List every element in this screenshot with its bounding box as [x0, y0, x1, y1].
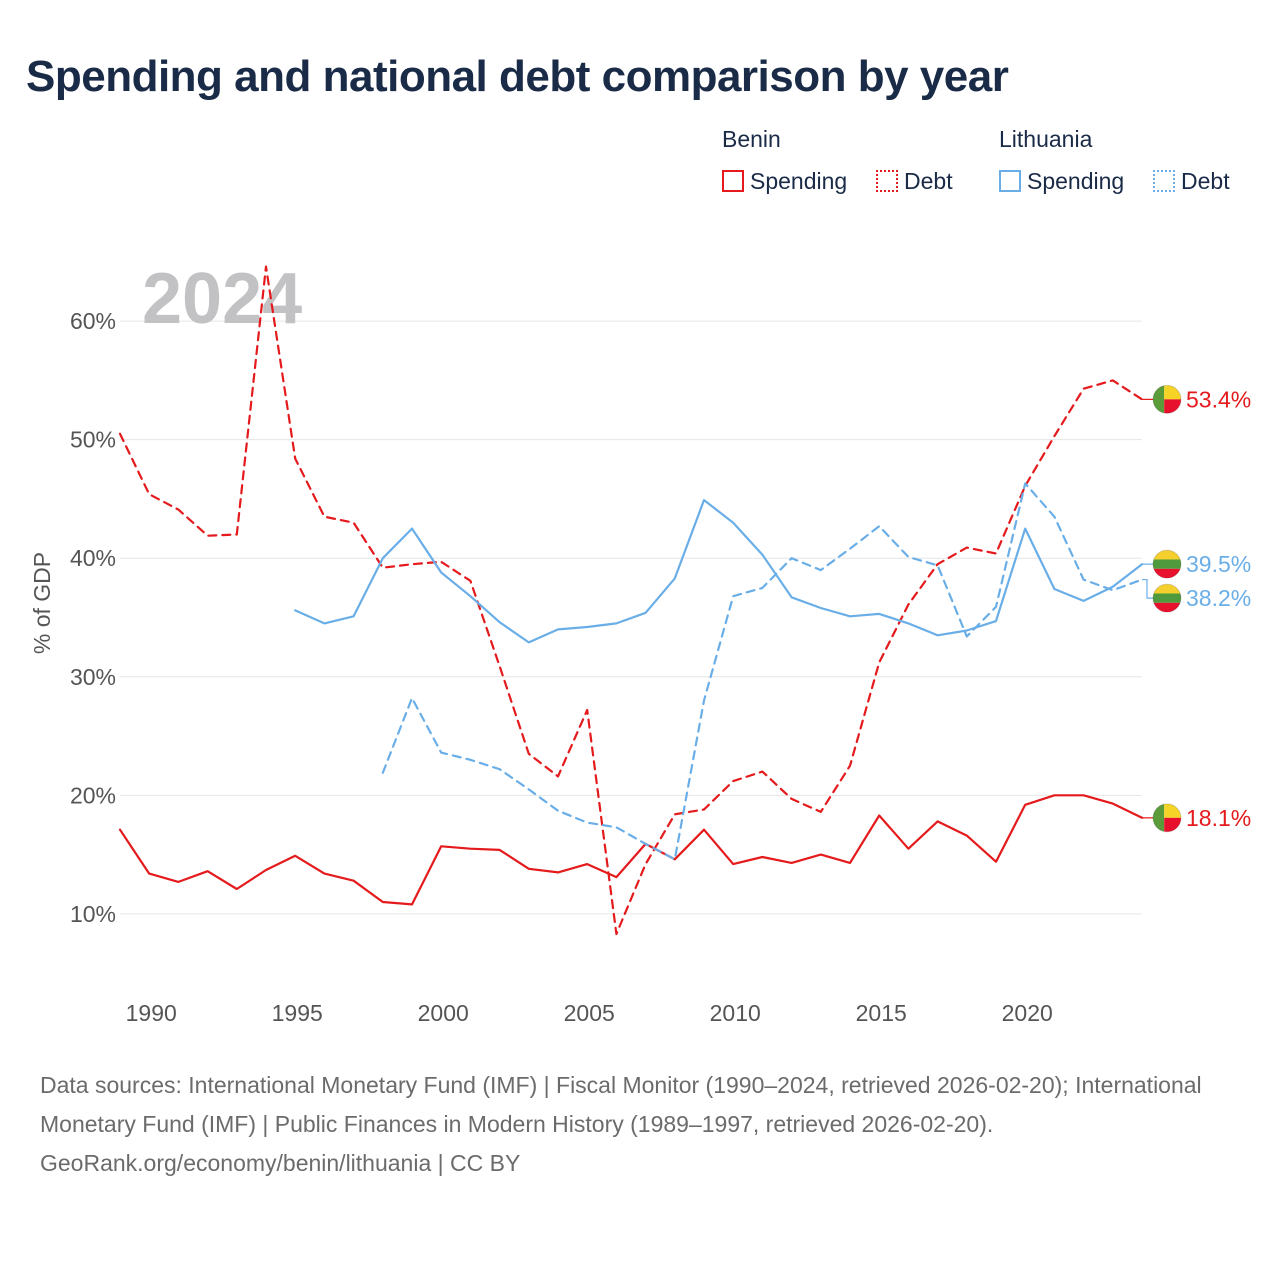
series-line-benin-spending[interactable] — [118, 794, 1144, 906]
legend-item-lithuania-spending[interactable]: Spending — [999, 166, 1124, 196]
series-line-lithuania-debt[interactable] — [381, 482, 1144, 861]
end-label-lithuania-debt: 38.2% — [1142, 578, 1251, 613]
legend-swatch-benin-spending — [722, 170, 744, 192]
series-line-benin-debt[interactable] — [118, 265, 1144, 936]
legend-group-lithuania: Lithuania — [999, 126, 1093, 152]
legend-swatch-lithuania-debt — [1153, 170, 1175, 192]
legend-label-benin-spending: Spending — [750, 167, 848, 194]
axis-layer: 10% 20% 30% 40% 50% 60% 1990 1995 2000 2005 2010 20… — [70, 308, 1053, 1026]
x-tick-label: 2010 — [710, 1000, 761, 1026]
x-tick-label: 1995 — [272, 1000, 323, 1026]
legend-item-benin-debt[interactable]: Debt — [876, 166, 953, 196]
lithuania-flag-icon — [1153, 584, 1181, 613]
y-tick-label: 10% — [70, 901, 116, 927]
legend-swatch-lithuania-spending — [999, 170, 1021, 192]
y-tick-label: 60% — [70, 308, 116, 334]
end-label-lithuania-spending: 39.5% — [1142, 549, 1251, 579]
legend-item-lithuania-debt[interactable]: Debt — [1153, 166, 1230, 196]
end-value-label: 53.4% — [1186, 386, 1251, 412]
x-tick-label: 1990 — [126, 1000, 177, 1026]
y-tick-label: 40% — [70, 545, 116, 571]
x-tick-label: 2020 — [1002, 1000, 1053, 1026]
source-notes: Data sources: International Monetary Fun… — [40, 1066, 1240, 1183]
y-axis-label: % of GDP — [29, 552, 55, 654]
legend-item-benin-spending[interactable]: Spending — [722, 166, 847, 196]
source-link[interactable]: GeoRank.org/economy/benin/lithuania | CC… — [40, 1150, 521, 1176]
series-line-lithuania-spending[interactable] — [294, 499, 1144, 644]
line-chart: 2024 10% 20% 30% 40% 50% 60% 1990 1995 2000 2005 2… — [29, 259, 1251, 1026]
x-tick-label: 2015 — [856, 1000, 907, 1026]
end-label-benin-spending: 18.1% — [1142, 803, 1251, 833]
y-tick-label: 50% — [70, 427, 116, 453]
year-watermark: 2024 — [142, 259, 302, 339]
legend-label-lithuania-debt: Debt — [1181, 167, 1230, 194]
series-layer — [118, 265, 1144, 936]
x-tick-label: 2005 — [564, 1000, 615, 1026]
legend-label-lithuania-spending: Spending — [1027, 167, 1125, 194]
source-text: Data sources: International Monetary Fun… — [40, 1072, 1202, 1137]
grid-layer — [120, 320, 1142, 915]
end-label-benin-debt: 53.4% — [1142, 384, 1251, 414]
end-label-connector — [1142, 578, 1153, 599]
x-tick-label: 2000 — [418, 1000, 469, 1026]
y-tick-label: 30% — [70, 664, 116, 690]
end-value-label: 39.5% — [1186, 551, 1251, 577]
chart-title: Spending and national debt comparison by… — [26, 52, 1009, 101]
lithuania-flag-icon — [1153, 550, 1181, 579]
end-value-label: 38.2% — [1186, 585, 1251, 611]
legend-swatch-benin-debt — [876, 170, 898, 192]
legend-group-benin: Benin — [722, 126, 781, 152]
end-value-label: 18.1% — [1186, 805, 1251, 831]
legend-label-benin-debt: Debt — [904, 167, 953, 194]
end-label-layer: 53.4% 39.5% 38.2% 18.1% — [1142, 384, 1251, 833]
y-tick-label: 20% — [70, 782, 116, 808]
